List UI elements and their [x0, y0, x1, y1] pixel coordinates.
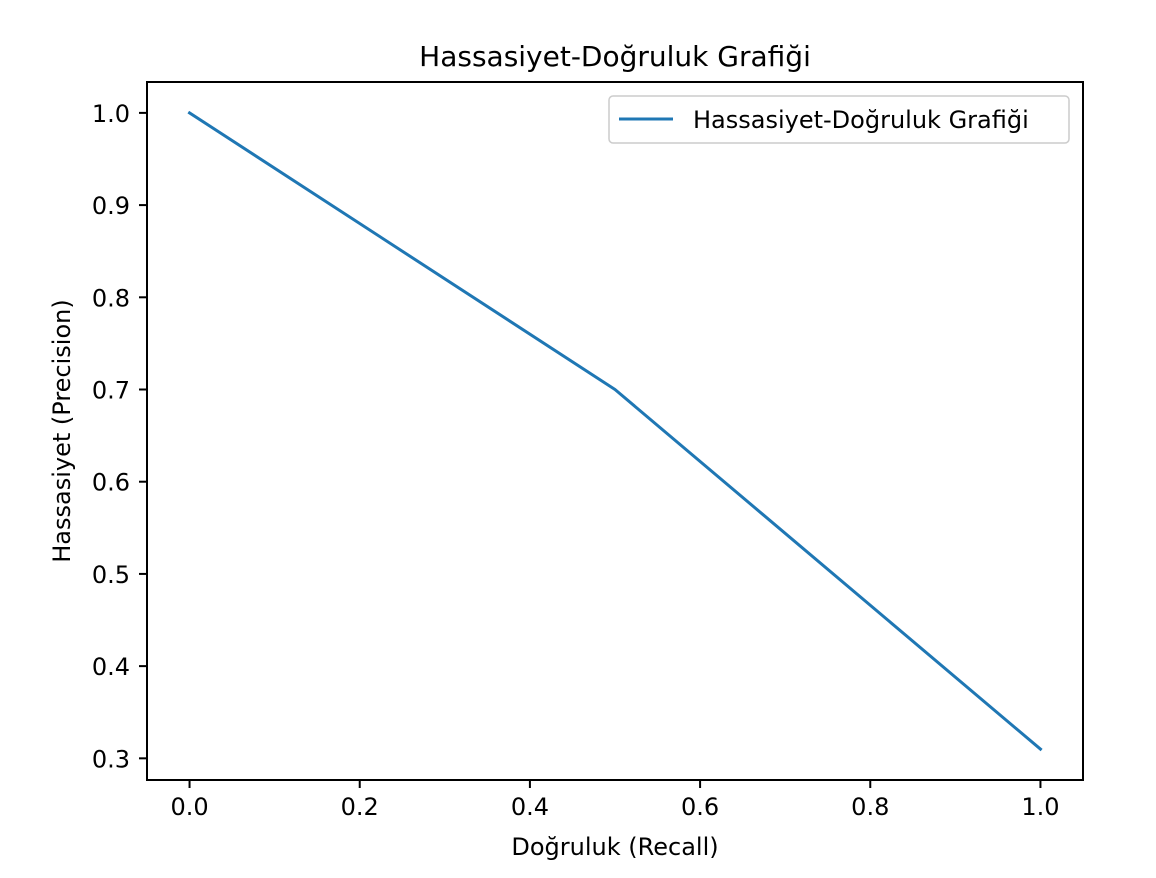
y-tick-label: 0.5 [92, 561, 130, 589]
y-tick-label: 0.3 [92, 745, 130, 773]
chart-title: Hassasiyet-Doğruluk Grafiği [419, 40, 811, 73]
plot-frame [146, 81, 1084, 781]
legend-label: Hassasiyet-Doğruluk Grafiği [693, 106, 1029, 134]
x-tick-label: 0.8 [851, 793, 889, 821]
y-tick-label: 0.6 [92, 469, 130, 497]
legend: Hassasiyet-Doğruluk Grafiği [608, 95, 1070, 144]
y-tick-label: 1.0 [92, 100, 130, 128]
x-tick-label: 0.4 [511, 793, 549, 821]
plot-area [187, 110, 1043, 752]
x-tick-label: 0.0 [170, 793, 208, 821]
series-line [187, 110, 1043, 752]
x-tick-label: 0.6 [681, 793, 719, 821]
y-tick-label: 0.8 [92, 284, 130, 312]
y-tick-label: 0.7 [92, 377, 130, 405]
x-tick-label: 0.2 [341, 793, 379, 821]
y-tick-label: 0.9 [92, 192, 130, 220]
legend-box [608, 95, 1070, 144]
y-axis-label: Hassasiyet (Precision) [48, 299, 76, 562]
y-axis-ticks: 0.3 0.4 0.5 0.6 0.7 0.8 0.9 1.0 [92, 100, 147, 773]
x-axis-label: Doğruluk (Recall) [511, 833, 718, 861]
x-axis-ticks: 0.0 0.2 0.4 0.6 0.8 1.0 [170, 780, 1060, 821]
y-tick-label: 0.4 [92, 653, 130, 681]
x-tick-label: 1.0 [1021, 793, 1059, 821]
